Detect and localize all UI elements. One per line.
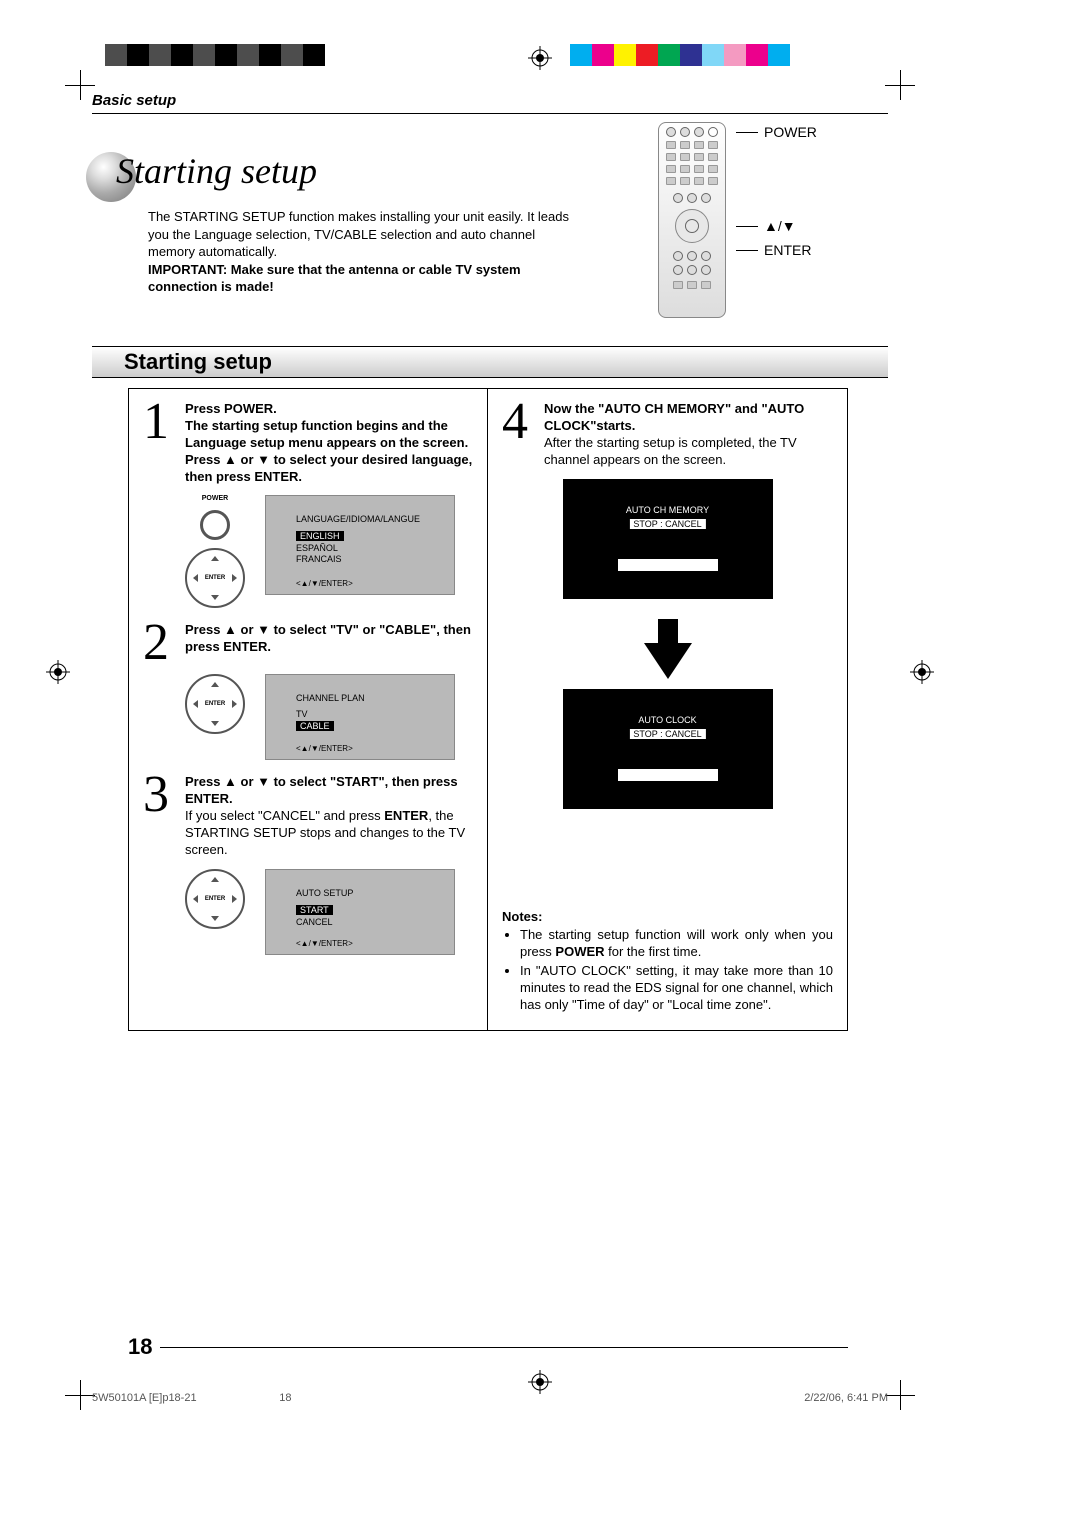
step-number: 3	[143, 774, 185, 858]
step3-bold: Press ▲ or ▼ to select "START", then pre…	[185, 774, 473, 808]
step4-bold: Now the "AUTO CH MEMORY" and "AUTO CLOCK…	[544, 401, 833, 435]
screen-auto-setup: AUTO SETUP START CANCEL <▲/▼/ENTER>	[265, 869, 455, 955]
notes-title: Notes:	[502, 909, 833, 926]
down-arrow-icon	[644, 643, 692, 679]
step4-figure: AUTO CH MEMORY STOP : CANCEL AUTO CLOCK …	[502, 479, 833, 809]
screen-line: STOP : CANCEL	[629, 729, 705, 739]
step3-figure: AUTO SETUP START CANCEL <▲/▼/ENTER>	[185, 869, 473, 955]
power-button-icon: POWER	[185, 495, 245, 608]
column-left: 1 Press POWER. The starting setup functi…	[129, 389, 488, 1030]
content-area: Basic setup Starting setup The STARTING …	[92, 92, 888, 1372]
section-bar: Starting setup	[92, 346, 888, 378]
crop-mark	[885, 70, 915, 100]
colorbar-right	[570, 44, 790, 66]
intro-text: The STARTING SETUP function makes instal…	[148, 208, 578, 296]
screen-footer: <▲/▼/ENTER>	[296, 579, 353, 588]
step-3: 3 Press ▲ or ▼ to select "START", then p…	[143, 774, 473, 858]
footer-meta: 5W50101A [E]p18-21 18 2/22/06, 6:41 PM	[92, 1392, 888, 1404]
screen-line: STOP : CANCEL	[629, 519, 705, 529]
page-number: 18	[128, 1334, 160, 1360]
screen-opt: CANCEL	[296, 917, 454, 927]
remote-label-arrows: ▲/▼	[764, 218, 796, 234]
footer-page: 18	[279, 1392, 291, 1404]
screen-auto-ch: AUTO CH MEMORY STOP : CANCEL	[563, 479, 773, 599]
remote-illustration: POWER ▲/▼ ENTER	[658, 122, 858, 318]
enter-pad-icon	[185, 869, 245, 929]
progress-bar-icon	[618, 769, 718, 781]
notes: Notes: The starting setup function will …	[502, 909, 833, 1014]
page-rule	[128, 1347, 848, 1348]
step1-line1: Press POWER.	[185, 401, 473, 418]
step2-text: Press ▲ or ▼ to select "TV" or "CABLE", …	[185, 622, 473, 656]
registration-mark	[46, 660, 70, 684]
page: Basic setup Starting setup The STARTING …	[0, 0, 1080, 1528]
screen-language: LANGUAGE/IDIOMA/LANGUE ENGLISH ESPAÑOL F…	[265, 495, 455, 595]
screen-footer: <▲/▼/ENTER>	[296, 744, 353, 753]
screen-line: AUTO CH MEMORY	[626, 505, 709, 515]
step3-text: If you select "CANCEL" and press ENTER, …	[185, 808, 473, 859]
page-title: Starting setup	[116, 150, 317, 192]
step4-text: After the starting setup is completed, t…	[544, 435, 833, 469]
step1-line2: The starting setup function begins and t…	[185, 418, 473, 486]
step-number: 4	[502, 401, 544, 469]
step-number: 2	[143, 622, 185, 664]
crop-mark	[885, 1380, 915, 1410]
colorbar-left	[105, 44, 325, 66]
screen-opt: TV	[296, 709, 454, 719]
step1-figure: POWER LANGUAGE/IDIOMA/LANGUE ENGLISH ESP…	[185, 495, 473, 608]
registration-mark	[528, 46, 552, 70]
section-header: Basic setup	[92, 92, 888, 114]
progress-bar-icon	[618, 559, 718, 571]
note-item: The starting setup function will work on…	[520, 927, 833, 961]
remote-label-enter: ENTER	[764, 242, 811, 258]
step-number: 1	[143, 401, 185, 485]
enter-pad-icon	[185, 674, 245, 734]
screen-opt: FRANCAIS	[296, 554, 454, 564]
screen-footer: <▲/▼/ENTER>	[296, 939, 353, 948]
step-4: 4 Now the "AUTO CH MEMORY" and "AUTO CLO…	[502, 401, 833, 469]
screen-auto-clock: AUTO CLOCK STOP : CANCEL	[563, 689, 773, 809]
screen-opt: START	[296, 905, 333, 915]
step-1: 1 Press POWER. The starting setup functi…	[143, 401, 473, 485]
screen-title: CHANNEL PLAN	[296, 693, 454, 703]
screen-title: LANGUAGE/IDIOMA/LANGUE	[296, 514, 454, 524]
section-bar-text: Starting setup	[124, 349, 272, 375]
note-item: In "AUTO CLOCK" setting, it may take mor…	[520, 963, 833, 1014]
footer-file: 5W50101A [E]p18-21	[92, 1392, 197, 1404]
remote-icon	[658, 122, 726, 318]
registration-mark	[910, 660, 934, 684]
screen-opt: CABLE	[296, 721, 334, 731]
intro-p1: The STARTING SETUP function makes instal…	[148, 208, 578, 261]
screen-line: AUTO CLOCK	[638, 715, 696, 725]
screen-opt: ENGLISH	[296, 531, 344, 541]
step2-figure: CHANNEL PLAN TV CABLE <▲/▼/ENTER>	[185, 674, 473, 760]
step-2: 2 Press ▲ or ▼ to select "TV" or "CABLE"…	[143, 622, 473, 664]
screen-title: AUTO SETUP	[296, 888, 454, 898]
crop-mark	[65, 1380, 95, 1410]
footer-datetime: 2/22/06, 6:41 PM	[804, 1392, 888, 1404]
nav-pad-icon	[675, 209, 709, 243]
screen-channel-plan: CHANNEL PLAN TV CABLE <▲/▼/ENTER>	[265, 674, 455, 760]
remote-label-power: POWER	[764, 124, 817, 140]
registration-mark	[528, 1370, 552, 1394]
steps-box: 1 Press POWER. The starting setup functi…	[128, 388, 848, 1031]
column-right: 4 Now the "AUTO CH MEMORY" and "AUTO CLO…	[488, 389, 847, 1030]
intro-p2: IMPORTANT: Make sure that the antenna or…	[148, 261, 578, 296]
crop-mark	[65, 70, 95, 100]
screen-opt: ESPAÑOL	[296, 543, 454, 553]
